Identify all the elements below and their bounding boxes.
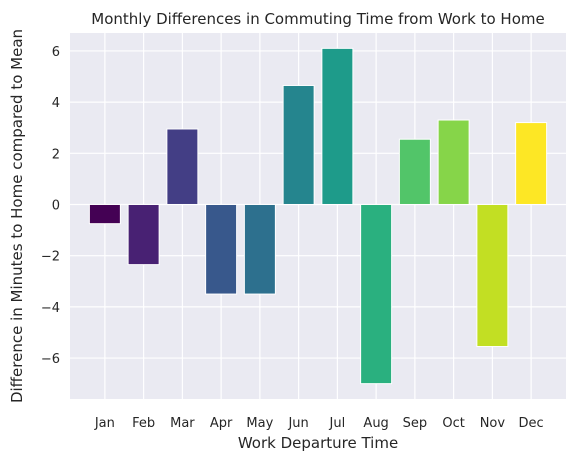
x-tick-label: Jun [287, 416, 308, 431]
x-tick-label: Dec [519, 416, 544, 431]
bar-aug [360, 203, 393, 385]
x-tick-label: Mar [170, 416, 195, 431]
x-tick-label: Sep [403, 416, 428, 431]
x-tick-label: Aug [363, 416, 388, 431]
chart-title: Monthly Differences in Commuting Time fr… [91, 10, 544, 28]
bar-may [243, 203, 276, 295]
y-tick-label: 4 [52, 96, 60, 111]
y-tick-label: 2 [52, 147, 60, 162]
bar-nov [476, 203, 509, 348]
y-tick-label: 0 [52, 198, 60, 213]
bar-mar [166, 128, 199, 205]
y-tick-label: −2 [41, 250, 60, 265]
x-tick-label: Jan [94, 416, 115, 431]
bars [88, 47, 548, 385]
y-tick-label: −6 [41, 352, 60, 367]
bar-dec [515, 122, 548, 205]
y-tick-label: −4 [41, 301, 60, 316]
bar-feb [127, 203, 160, 266]
x-axis-label: Work Departure Time [238, 434, 398, 452]
x-tick-label: May [246, 416, 273, 431]
x-tick-label: Jul [329, 416, 346, 431]
bar-oct [437, 119, 470, 205]
y-tick-labels: −6 −4 −2 0 2 4 6 [41, 45, 60, 367]
bar-jun [282, 84, 315, 205]
x-tick-label: Nov [480, 416, 506, 431]
x-tick-label: Feb [132, 416, 155, 431]
y-axis-label: Difference in Minutes to Home compared t… [8, 29, 26, 403]
x-tick-labels: Jan Feb Mar Apr May Jun Jul Aug Sep Oct Nov Dec [94, 416, 544, 431]
bar-jul [321, 47, 354, 205]
x-tick-label: Oct [442, 416, 464, 431]
bar-apr [205, 203, 238, 295]
bar-sep [398, 138, 431, 205]
x-tick-label: Apr [210, 416, 233, 431]
bar-jan [88, 203, 121, 225]
y-tick-label: 6 [52, 45, 60, 60]
